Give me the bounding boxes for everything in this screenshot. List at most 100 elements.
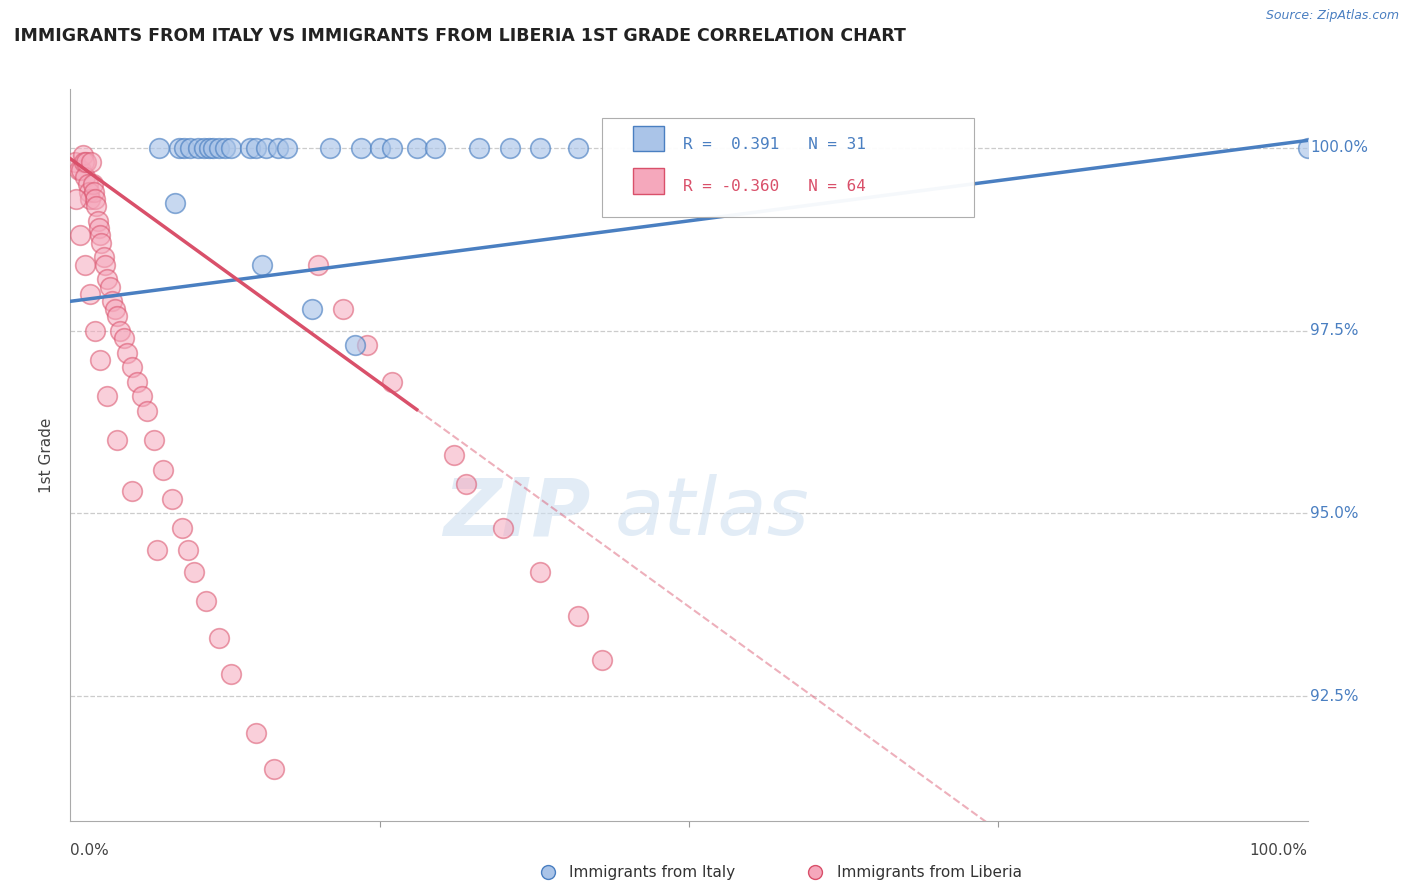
Point	[343, 338, 366, 352]
Point	[267, 141, 290, 155]
Point	[301, 301, 323, 316]
Point	[219, 667, 242, 681]
Text: 100.0%: 100.0%	[1250, 843, 1308, 857]
Point	[208, 141, 231, 155]
Point	[105, 309, 128, 323]
Point	[152, 462, 174, 476]
Point	[146, 543, 169, 558]
Point	[79, 192, 101, 206]
Point	[121, 360, 143, 375]
Point	[591, 653, 613, 667]
Point	[254, 141, 277, 155]
Point	[136, 404, 159, 418]
Point	[121, 484, 143, 499]
Point	[443, 448, 465, 462]
Text: 95.0%: 95.0%	[1310, 506, 1358, 521]
Text: 0.0%: 0.0%	[70, 843, 110, 857]
Point	[84, 324, 107, 338]
Point	[67, 162, 90, 177]
Point	[65, 155, 87, 169]
FancyBboxPatch shape	[633, 169, 664, 194]
Point	[425, 141, 447, 155]
Point	[250, 258, 273, 272]
Point	[93, 251, 115, 265]
Point	[75, 258, 97, 272]
Point	[245, 141, 267, 155]
Point	[131, 389, 153, 403]
Point	[456, 477, 478, 491]
Point	[75, 169, 97, 184]
Point	[195, 594, 218, 608]
Point	[90, 235, 112, 250]
Point	[170, 521, 193, 535]
Point	[75, 155, 97, 169]
Point	[96, 389, 118, 403]
Point	[69, 228, 91, 243]
FancyBboxPatch shape	[602, 119, 973, 218]
Point	[276, 141, 298, 155]
Text: 92.5%: 92.5%	[1310, 689, 1358, 704]
Point	[307, 258, 329, 272]
Point	[177, 543, 200, 558]
Point	[76, 178, 98, 192]
Point	[405, 141, 427, 155]
Point	[98, 279, 121, 293]
Point	[332, 301, 354, 316]
Text: ZIP: ZIP	[443, 475, 591, 552]
Point	[167, 141, 190, 155]
Point	[193, 141, 215, 155]
Point	[173, 141, 195, 155]
Point	[356, 338, 378, 352]
Point	[108, 324, 131, 338]
Point	[368, 141, 391, 155]
Point	[143, 434, 166, 448]
Point	[101, 294, 124, 309]
Point	[105, 434, 128, 448]
Point	[104, 301, 127, 316]
Point	[84, 192, 107, 206]
Point	[529, 141, 551, 155]
Point	[219, 141, 242, 155]
Point	[239, 141, 262, 155]
Point	[80, 155, 103, 169]
Text: 97.5%: 97.5%	[1310, 323, 1358, 338]
Text: Immigrants from Italy: Immigrants from Italy	[569, 865, 735, 880]
Point	[82, 178, 104, 192]
Point	[87, 221, 110, 235]
Point	[381, 141, 404, 155]
Point	[567, 141, 589, 155]
Point	[94, 258, 117, 272]
Point	[567, 608, 589, 623]
Point	[89, 228, 111, 243]
Text: Source: ZipAtlas.com: Source: ZipAtlas.com	[1265, 9, 1399, 22]
Text: 100.0%: 100.0%	[1310, 140, 1368, 155]
Point	[84, 199, 107, 213]
Point	[83, 185, 105, 199]
Point	[148, 141, 170, 155]
Point	[319, 141, 342, 155]
Point	[201, 141, 224, 155]
Point	[214, 141, 236, 155]
Point	[381, 375, 404, 389]
Point	[165, 195, 187, 210]
Point	[187, 141, 209, 155]
Point	[96, 272, 118, 286]
Point	[467, 141, 489, 155]
Point	[65, 192, 87, 206]
Point	[529, 565, 551, 579]
Point	[208, 631, 231, 645]
Point	[498, 141, 520, 155]
Point	[179, 141, 201, 155]
Point	[350, 141, 373, 155]
Text: R =  0.391   N = 31: R = 0.391 N = 31	[683, 136, 866, 152]
Point	[245, 726, 267, 740]
Text: IMMIGRANTS FROM ITALY VS IMMIGRANTS FROM LIBERIA 1ST GRADE CORRELATION CHART: IMMIGRANTS FROM ITALY VS IMMIGRANTS FROM…	[14, 27, 905, 45]
Point	[89, 352, 111, 367]
Point	[183, 565, 205, 579]
Point	[77, 185, 100, 199]
Point	[1296, 141, 1319, 155]
Point	[79, 287, 101, 301]
Text: R = -0.360   N = 64: R = -0.360 N = 64	[683, 179, 866, 194]
Point	[115, 345, 138, 359]
Point	[86, 214, 108, 228]
